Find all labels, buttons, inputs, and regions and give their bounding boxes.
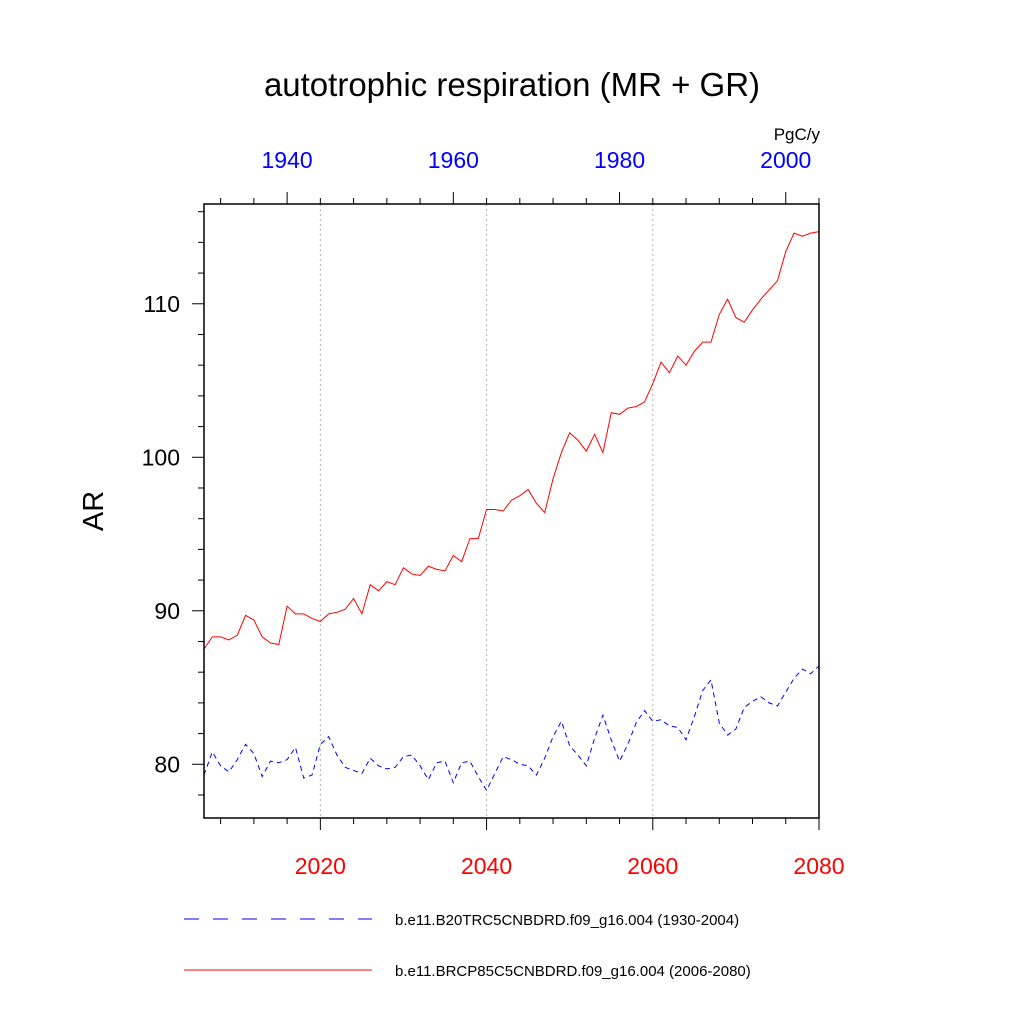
- x-tick-label: 2080: [793, 853, 844, 879]
- series-line-1: [203, 665, 820, 792]
- x-tick-label: 2060: [627, 853, 678, 879]
- x-tick-label: 1980: [594, 147, 645, 173]
- grid-lines: [319, 204, 654, 818]
- y-tick-labels: 80 90 100 110: [142, 291, 180, 778]
- y-tick-label: 80: [154, 751, 180, 777]
- x-tick-label: 2000: [760, 147, 811, 173]
- legend: b.e11.B20TRC5CNBDRD.f09_g16.004 (1930-20…: [184, 912, 751, 980]
- chart-title: autotrophic respiration (MR + GR): [264, 66, 760, 103]
- legend-label: b.e11.BRCP85C5CNBDRD.f09_g16.004 (2006-2…: [395, 963, 751, 980]
- x-tick-label: 2020: [295, 853, 346, 879]
- series-layer: [203, 231, 820, 792]
- legend-label: b.e11.B20TRC5CNBDRD.f09_g16.004 (1930-20…: [395, 912, 739, 929]
- x-tick-label: 1960: [428, 147, 479, 173]
- y-tick-label: 100: [142, 444, 180, 470]
- bottom-x-tick-labels: 2020 2040 2060 2080: [295, 853, 845, 879]
- axis-ticks: [192, 192, 820, 830]
- y-axis-label: AR: [78, 491, 110, 531]
- plot-frame: [203, 203, 820, 819]
- top-x-tick-labels: 1940 1960 1980 2000: [262, 147, 812, 173]
- y-tick-label: 110: [143, 291, 180, 317]
- units-label: PgC/y: [774, 125, 821, 144]
- x-tick-label: 2040: [461, 853, 512, 879]
- series-line-2: [203, 231, 820, 650]
- y-tick-label: 90: [154, 598, 180, 624]
- x-tick-label: 1940: [262, 147, 313, 173]
